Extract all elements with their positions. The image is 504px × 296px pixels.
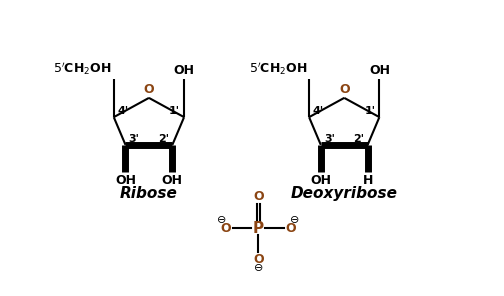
Text: OH: OH [369, 64, 390, 77]
Text: O: O [144, 83, 154, 96]
Text: Deoxyribose: Deoxyribose [291, 186, 398, 202]
Text: 4': 4' [118, 106, 129, 116]
Text: 2': 2' [158, 134, 169, 144]
Text: H: H [362, 174, 373, 187]
Text: 3': 3' [129, 134, 140, 144]
Text: P: P [253, 221, 264, 236]
Text: 3': 3' [324, 134, 335, 144]
Text: OH: OH [173, 64, 195, 77]
Text: O: O [253, 190, 264, 202]
Text: 1': 1' [169, 106, 180, 116]
Text: O: O [285, 221, 296, 234]
Text: 2': 2' [353, 134, 364, 144]
Text: $5'$CH$_2$OH: $5'$CH$_2$OH [249, 60, 307, 77]
Text: O: O [339, 83, 350, 96]
Text: 4': 4' [313, 106, 324, 116]
Text: Ribose: Ribose [120, 186, 178, 202]
Text: ⊖: ⊖ [290, 215, 299, 225]
Text: O: O [221, 221, 231, 234]
Text: 1': 1' [364, 106, 375, 116]
Text: ⊖: ⊖ [254, 263, 263, 274]
Text: OH: OH [115, 174, 136, 187]
Text: OH: OH [162, 174, 183, 187]
Text: OH: OH [310, 174, 331, 187]
Text: $5'$CH$_2$OH: $5'$CH$_2$OH [53, 60, 112, 77]
Text: O: O [253, 253, 264, 266]
Text: ⊖: ⊖ [217, 215, 227, 225]
